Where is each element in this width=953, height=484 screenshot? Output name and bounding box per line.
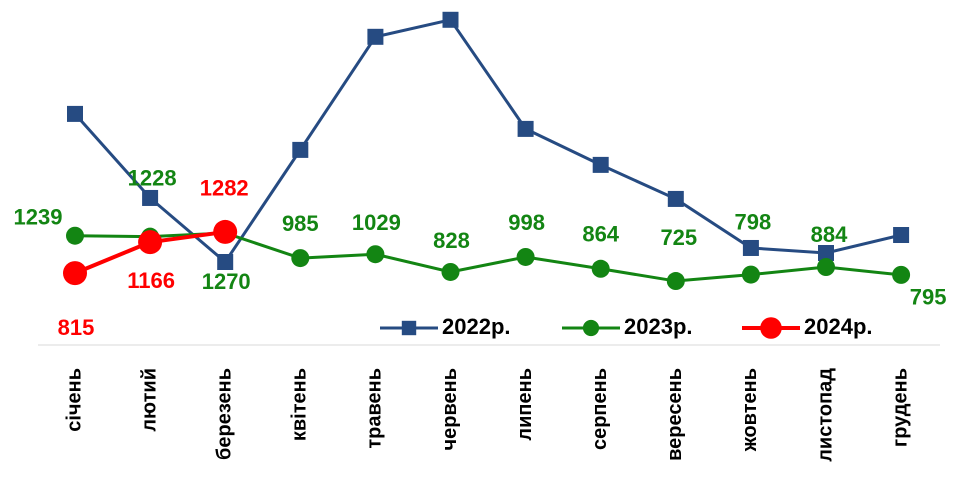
- marker: [441, 262, 460, 281]
- data-label: 1166: [127, 268, 175, 293]
- legend-marker: [401, 320, 417, 336]
- data-label: 725: [660, 225, 697, 250]
- data-label: 1228: [128, 165, 177, 190]
- marker: [367, 28, 384, 45]
- marker: [292, 141, 309, 158]
- x-tick-label: лютий: [138, 368, 160, 432]
- marker: [366, 245, 385, 264]
- data-label: 1270: [202, 269, 251, 294]
- x-tick-label: травень: [364, 368, 386, 449]
- legend-label: 2023р.: [624, 314, 693, 339]
- data-label: 795: [910, 285, 947, 310]
- x-tick-label: серпень: [589, 368, 611, 450]
- x-tick-label: червень: [439, 368, 461, 450]
- marker: [291, 249, 310, 268]
- marker: [742, 239, 759, 256]
- marker: [893, 227, 910, 244]
- x-tick-label: березень: [213, 368, 235, 460]
- legend-marker: [582, 319, 600, 337]
- data-label: 798: [735, 209, 772, 234]
- legend-label: 2024р.: [804, 314, 873, 339]
- marker: [667, 190, 684, 207]
- x-tick-label: грудень: [889, 368, 911, 447]
- marker: [892, 265, 911, 284]
- data-label: 1239: [14, 205, 63, 230]
- marker: [516, 247, 535, 266]
- data-label: 998: [508, 210, 545, 235]
- legend-label: 2022р.: [442, 314, 511, 339]
- series-line: [73, 18, 902, 265]
- x-tick-label: липень: [514, 368, 536, 441]
- x-tick-label: листопад: [814, 368, 836, 462]
- data-label: 884: [811, 222, 848, 247]
- marker: [213, 219, 238, 244]
- data-label: 1282: [200, 176, 249, 201]
- data-label: 1029: [352, 210, 401, 235]
- marker: [591, 259, 610, 278]
- marker: [817, 258, 835, 277]
- data-label: 985: [282, 211, 319, 236]
- marker: [67, 105, 83, 122]
- marker: [63, 261, 87, 286]
- marker: [517, 120, 534, 137]
- marker: [442, 11, 459, 28]
- marker: [818, 245, 834, 262]
- marker: [142, 189, 159, 206]
- marker: [666, 272, 685, 291]
- x-tick-label: січень: [63, 368, 85, 432]
- data-label: 864: [582, 222, 619, 247]
- data-label: 815: [58, 315, 95, 340]
- data-label: 828: [433, 228, 470, 253]
- marker: [741, 265, 760, 284]
- x-tick-label: квітень: [289, 368, 311, 441]
- legend-marker: [760, 317, 782, 339]
- x-tick-label: жовтень: [739, 368, 761, 452]
- marker: [66, 226, 84, 245]
- marker: [138, 230, 163, 255]
- x-tick-label: вересень: [664, 368, 686, 461]
- marker: [217, 253, 234, 270]
- marker: [592, 156, 609, 173]
